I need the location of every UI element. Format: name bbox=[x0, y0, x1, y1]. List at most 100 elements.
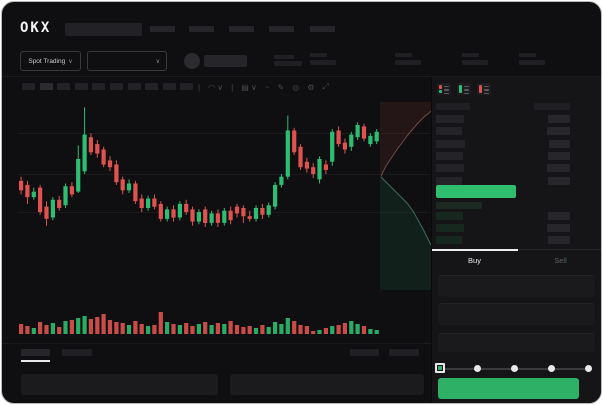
timeframe-button[interactable] bbox=[145, 83, 159, 90]
 bbox=[439, 85, 442, 89]
ask-amount-bar[interactable] bbox=[549, 139, 570, 148]
draw-tool-icon[interactable]: ✎ bbox=[277, 82, 285, 92]
screenshot-icon[interactable]: ◎ bbox=[292, 82, 300, 92]
ask-price-bar[interactable] bbox=[436, 115, 464, 123]
bottom-tab-active[interactable] bbox=[21, 349, 50, 356]
pair-selector-dropdown[interactable]: ∨ bbox=[87, 51, 167, 71]
divider: | bbox=[198, 82, 201, 92]
nav-item[interactable] bbox=[310, 26, 335, 32]
timeframe-toolbar bbox=[2, 2, 432, 98]
 bbox=[484, 89, 489, 91]
last-price-bar[interactable] bbox=[436, 185, 516, 198]
ticker-label bbox=[519, 53, 536, 57]
bid-amount-bar[interactable] bbox=[548, 236, 570, 244]
tab-buy[interactable]: Buy bbox=[468, 255, 481, 265]
price-input[interactable] bbox=[438, 275, 595, 297]
ask-amount-bar[interactable] bbox=[548, 176, 570, 185]
coin-avatar bbox=[184, 53, 200, 69]
line-tool-icon[interactable]: ~ bbox=[264, 82, 270, 92]
nav-item[interactable] bbox=[269, 26, 294, 32]
nav-item[interactable] bbox=[229, 26, 254, 32]
buy-sell-tabs: Buy Sell bbox=[432, 249, 601, 270]
ticker-label bbox=[310, 53, 327, 57]
 bbox=[464, 89, 469, 91]
ask-price-bar[interactable] bbox=[436, 176, 462, 185]
tab-sell[interactable]: Sell bbox=[554, 255, 567, 265]
candlestick-chart[interactable] bbox=[18, 106, 380, 246]
top-nav bbox=[2, 2, 601, 42]
orders-panel-left bbox=[21, 374, 218, 395]
bid-price-bar[interactable] bbox=[436, 224, 464, 232]
buy-submit-button[interactable] bbox=[438, 378, 579, 399]
 bbox=[444, 89, 449, 91]
chevron-down-icon: ∨ bbox=[68, 58, 73, 65]
mark-price-placeholder bbox=[436, 202, 482, 209]
bottom-action[interactable] bbox=[389, 349, 419, 356]
ask-price-bar[interactable] bbox=[436, 139, 465, 148]
ticker-stats bbox=[2, 2, 601, 77]
settings-icon[interactable]: ⚙ bbox=[307, 82, 315, 92]
 bbox=[464, 85, 469, 87]
ask-price-bar[interactable] bbox=[436, 127, 462, 136]
ask-price-bar[interactable] bbox=[436, 164, 464, 173]
ask-amount-bar[interactable] bbox=[547, 127, 570, 136]
 bbox=[484, 85, 489, 87]
slider-stop[interactable] bbox=[584, 365, 592, 372]
bid-price-bar[interactable] bbox=[436, 212, 463, 220]
timeframe-button[interactable] bbox=[162, 83, 176, 90]
active-tab-indicator bbox=[432, 249, 518, 251]
bid-price-bar[interactable] bbox=[436, 236, 462, 244]
book-bids-only-icon[interactable] bbox=[457, 83, 471, 95]
bottom-tab[interactable] bbox=[62, 349, 92, 356]
orderbook-view-switcher bbox=[437, 83, 497, 95]
pair-name-placeholder[interactable] bbox=[204, 55, 247, 67]
timeframe-button[interactable] bbox=[74, 83, 88, 90]
slider-handle[interactable] bbox=[435, 363, 445, 373]
ask-price-bar[interactable] bbox=[436, 151, 463, 160]
timeframe-button[interactable] bbox=[127, 83, 141, 90]
book-asks-only-icon[interactable] bbox=[477, 83, 491, 95]
bottom-action[interactable] bbox=[350, 349, 379, 356]
timeframe-button[interactable] bbox=[180, 83, 194, 90]
gridline bbox=[18, 133, 430, 134]
book-combined-icon[interactable] bbox=[437, 83, 451, 95]
orders-panel-right bbox=[230, 374, 424, 395]
divider: | bbox=[231, 82, 234, 92]
 bbox=[484, 92, 489, 94]
 bbox=[464, 92, 469, 94]
market-type-dropdown[interactable]: Spot Trading ∨ bbox=[20, 51, 81, 71]
total-input[interactable] bbox=[438, 333, 595, 352]
timeframe-button[interactable] bbox=[39, 83, 53, 90]
timeframe-button[interactable] bbox=[110, 83, 123, 90]
chart-style-dropdown[interactable]: ◠ ∨ bbox=[208, 82, 224, 92]
timeframe-button[interactable] bbox=[22, 83, 35, 90]
search-input[interactable] bbox=[65, 23, 142, 36]
 bbox=[439, 90, 442, 93]
amount-input[interactable] bbox=[438, 303, 595, 325]
nav-item[interactable] bbox=[150, 26, 175, 32]
 bbox=[444, 92, 449, 94]
okx-logo[interactable]: OKX bbox=[20, 20, 52, 36]
fullscreen-icon[interactable]: ⤢ bbox=[322, 82, 329, 91]
timeframe-button[interactable] bbox=[92, 83, 106, 90]
timeframe-button[interactable] bbox=[57, 83, 71, 90]
ask-amount-bar[interactable] bbox=[548, 115, 570, 123]
bid-amount-bar[interactable] bbox=[547, 224, 570, 232]
sidebar-divider bbox=[431, 77, 432, 403]
market-type-label: Spot Trading bbox=[28, 57, 66, 65]
ticker-value bbox=[310, 60, 336, 65]
ask-amount-bar[interactable] bbox=[547, 164, 570, 173]
indicators-dropdown[interactable]: ▤ ∨ bbox=[241, 82, 257, 92]
ask-amount-bar[interactable] bbox=[548, 151, 570, 160]
ticker-value bbox=[462, 60, 488, 65]
nav-item[interactable] bbox=[189, 26, 214, 32]
 bbox=[479, 85, 482, 93]
header-divider bbox=[2, 76, 601, 77]
slider-stop[interactable] bbox=[473, 365, 481, 372]
bid-amount-bar[interactable] bbox=[548, 212, 570, 220]
slider-stop[interactable] bbox=[510, 365, 518, 372]
slider-stop[interactable] bbox=[547, 365, 555, 372]
